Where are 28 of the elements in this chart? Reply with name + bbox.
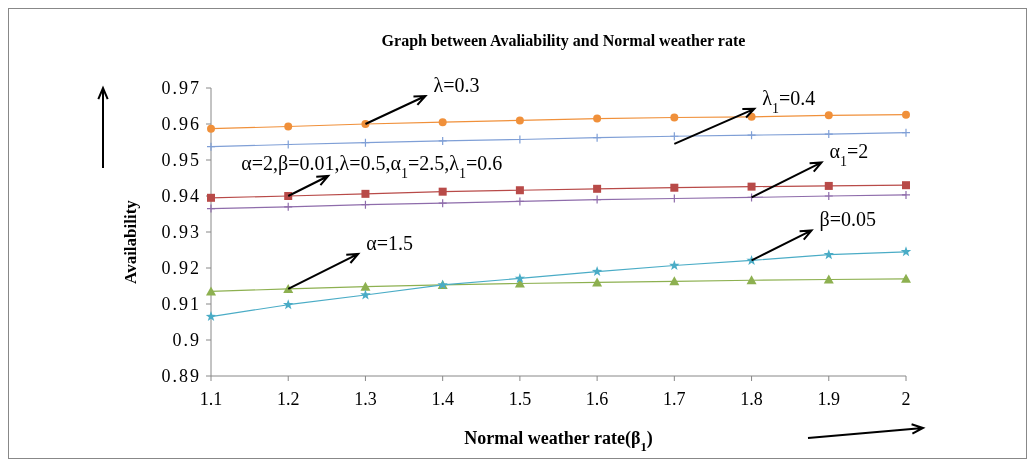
x-tick-label: 1.8 [740,389,763,409]
y-tick-label: 0.93 [161,222,201,242]
annotation: λ$_{1}$=0.4 [762,86,816,116]
y-tick-label: 0.97 [161,78,201,98]
x-tick-label: 1.3 [354,389,377,409]
x-tick-label: 1.4 [431,389,454,409]
y-tick-label: 0.91 [161,294,201,314]
x-tick-label: 1.2 [276,389,300,409]
y-tick-label: 0.9 [172,330,201,350]
x-axis-title: Normal weather rate(β$_{1}$) [464,428,653,454]
y-axis-title: Availability [121,199,140,284]
annotation: λ=0.3 [433,74,480,96]
x-tick-label: 1.5 [508,389,532,409]
x-tick-label: 1.7 [663,389,686,409]
annotation: α=2,β=0.01,λ=0.5,α$_{1}$=2.5,λ$_{1}$=0.6 [241,152,503,181]
x-tick-label: 2 [901,389,911,409]
y-tick-label: 0.89 [161,366,201,386]
y-tick-label: 0.94 [161,186,201,206]
y-tick-label: 0.96 [161,114,201,134]
annotation: α=1.5 [366,231,413,254]
x-tick-label: 1.1 [199,389,223,409]
y-tick-label: 0.95 [161,150,201,170]
chart-title: Graph between Avaliability and Normal weather rate [381,32,746,50]
annotation: α$_{1}$=2 [829,140,869,169]
x-tick-label: 1.6 [585,389,609,409]
y-tick-label: 0.92 [161,258,201,278]
x-tick-label: 1.9 [817,389,841,409]
annotation: β=0.05 [819,208,877,232]
